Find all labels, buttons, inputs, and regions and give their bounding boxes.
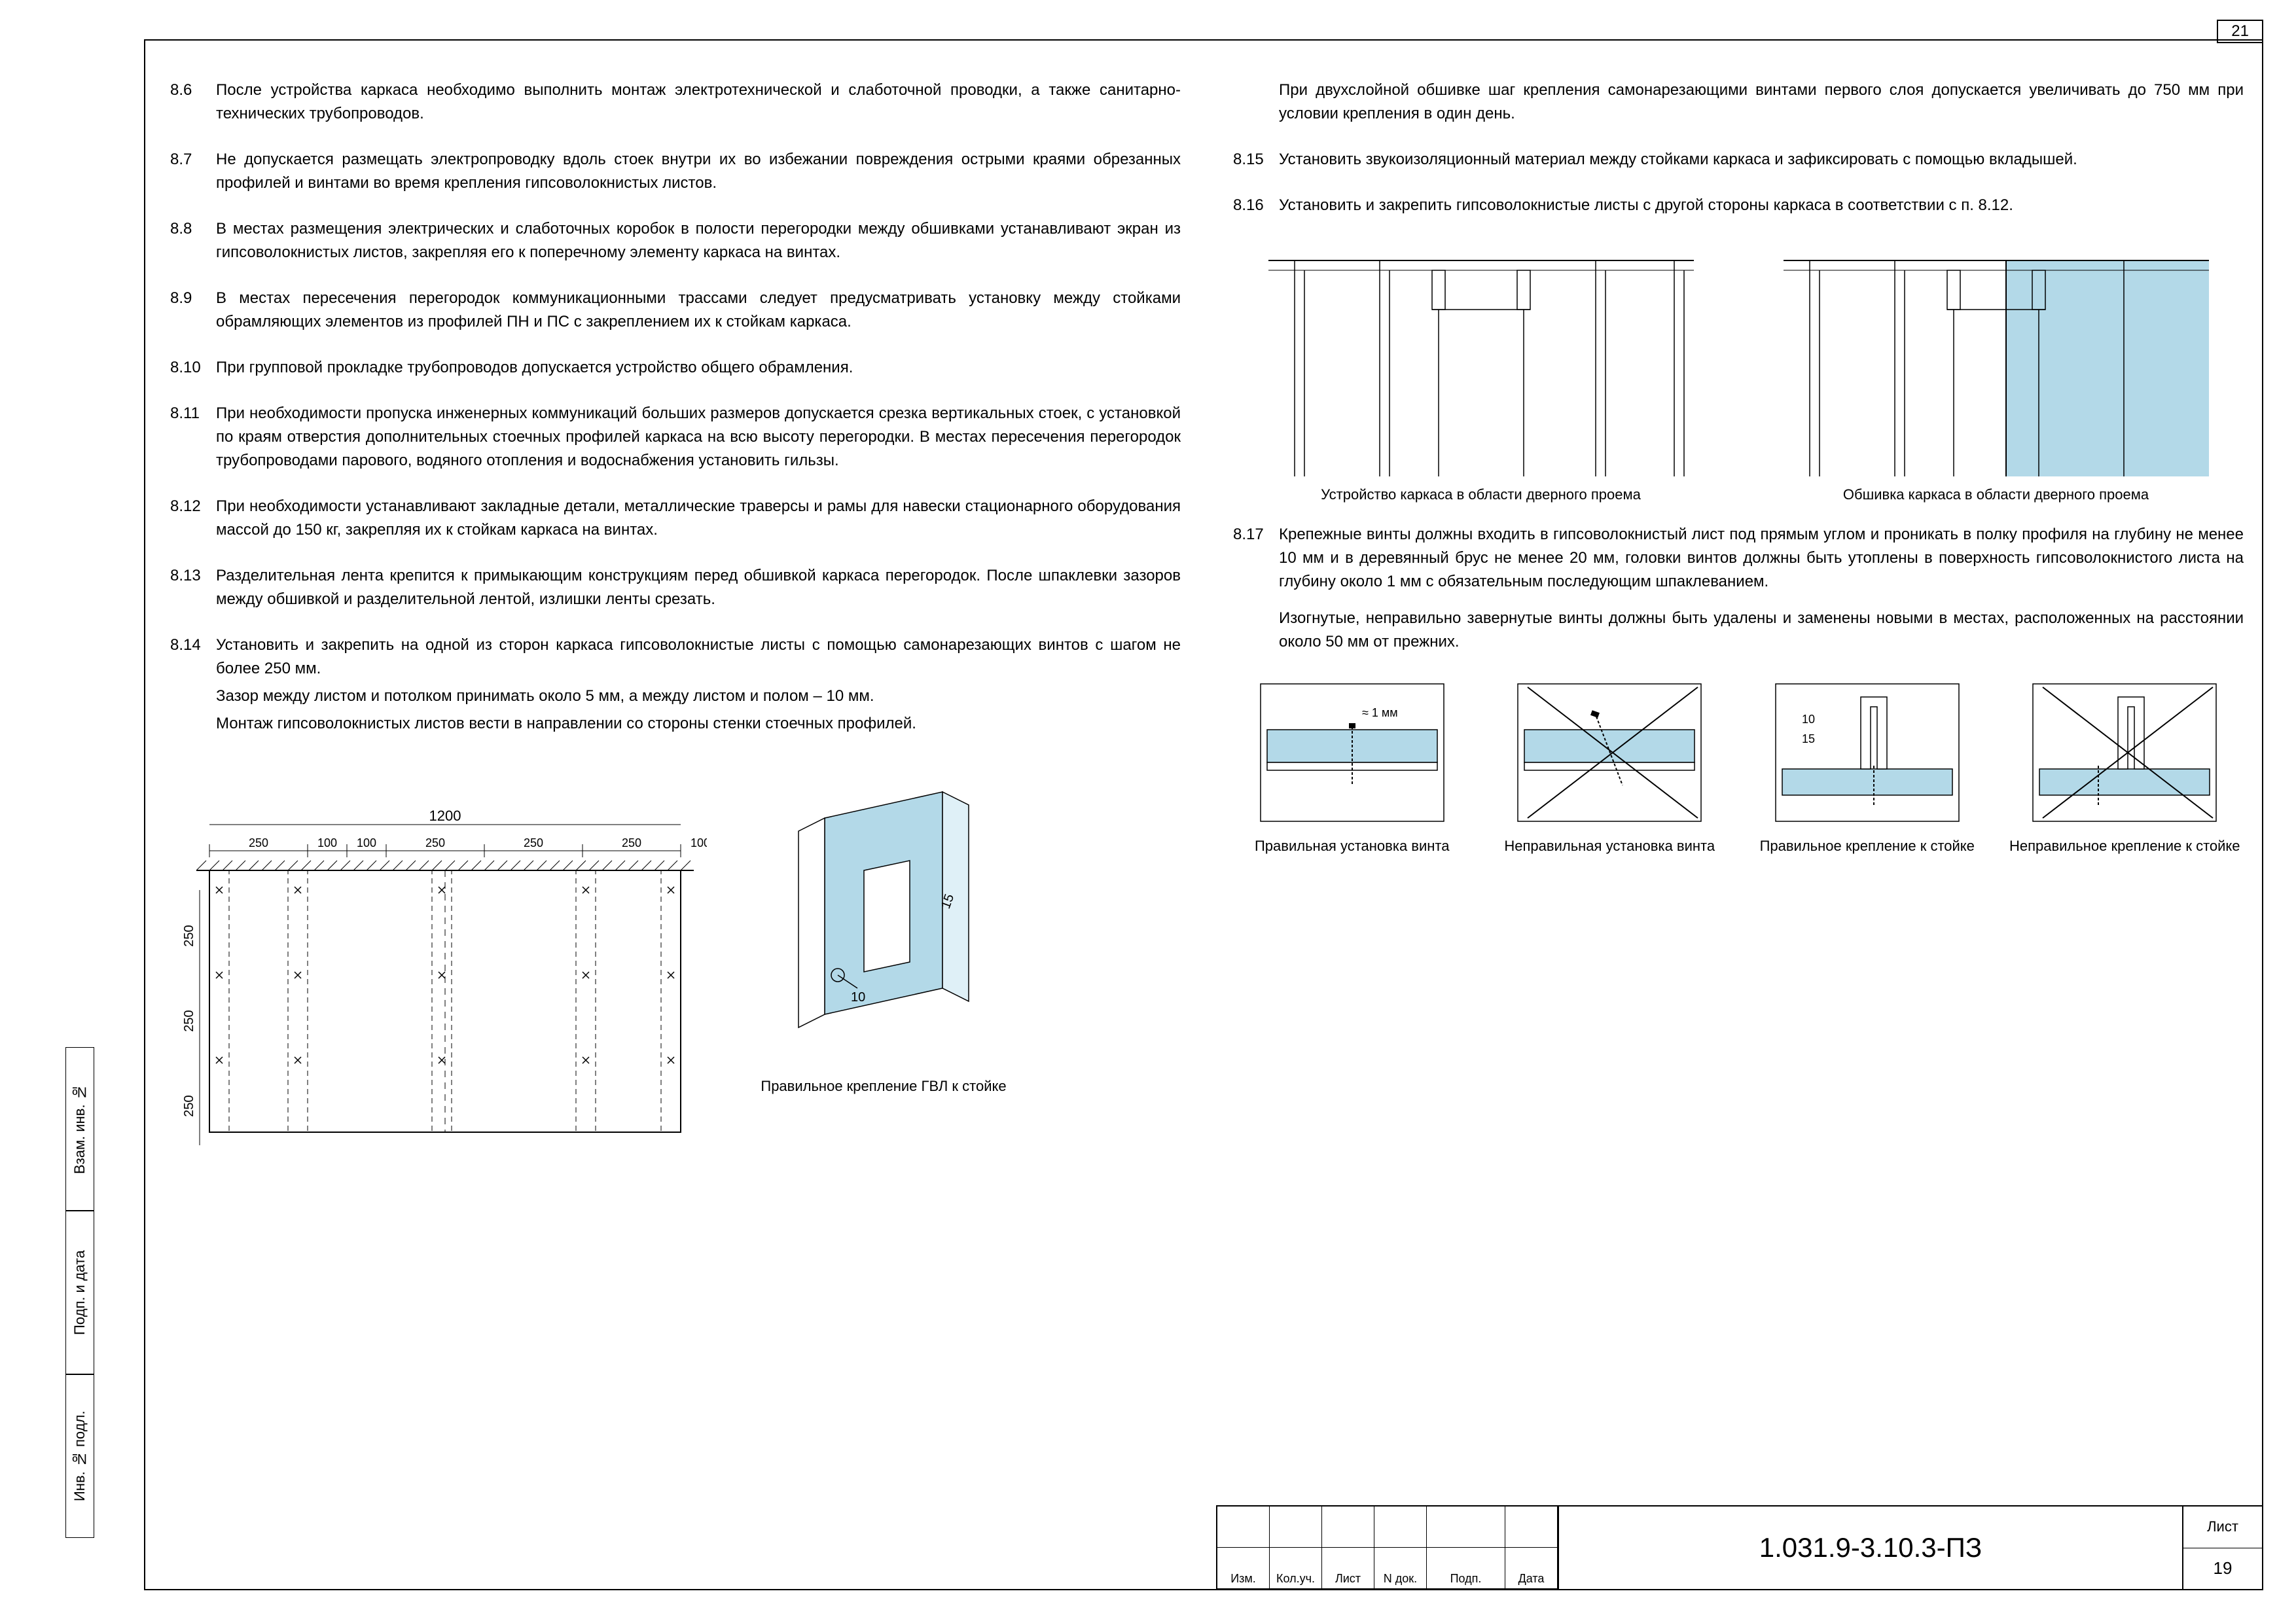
svg-text:250: 250 <box>182 1095 196 1116</box>
numbered-item: 8.9В местах пересечения перегородок комм… <box>170 287 1181 338</box>
svg-text:100: 100 <box>691 836 707 849</box>
svg-text:250: 250 <box>425 836 445 849</box>
iso-caption: Правильное крепление ГВЛ к стойке <box>746 1078 1021 1095</box>
numbered-item: 8.15Установить звукоизоляционный материа… <box>1233 148 2244 175</box>
side-cell: Взам. инв. № <box>65 1047 94 1211</box>
numbered-item: 8.10При групповой прокладке трубопроводо… <box>170 356 1181 383</box>
screw-spacing-diagram: 1200 250100100250250250100100 <box>170 805 707 1145</box>
svg-text:250: 250 <box>622 836 641 849</box>
svg-text:250: 250 <box>182 925 196 946</box>
screw-diagrams: ≈ 1 мм Правильная установка винта Неправ… <box>1233 677 2244 855</box>
numbered-item: 8.16Установить и закрепить гипсоволокнис… <box>1233 194 2244 221</box>
svg-text:250: 250 <box>524 836 543 849</box>
svg-text:250: 250 <box>249 836 268 849</box>
svg-text:≈ 1 мм: ≈ 1 мм <box>1362 706 1398 719</box>
title-block: Изм. Кол.уч. Лист N док. Подп. Дата 1.03… <box>1216 1505 2263 1590</box>
numbered-item: 8.12При необходимости устанавливают закл… <box>170 495 1181 546</box>
frame-diagram: Устройство каркаса в области дверного пр… <box>1233 241 1729 503</box>
door-diagrams: Устройство каркаса в области дверного пр… <box>1233 241 2244 503</box>
right-column: При двухслойной обшивке шаг крепления са… <box>1233 79 2244 1492</box>
svg-text:15: 15 <box>1802 732 1815 745</box>
iso-diagram: 10 15 <box>746 779 1021 1067</box>
document-code: 1.031.9-3.10.3-ПЗ <box>1559 1507 2183 1589</box>
side-labels: Взам. инв. № Подп. и дата Инв. № подл. <box>65 1047 144 1538</box>
svg-text:10: 10 <box>1802 713 1815 726</box>
content-area: 8.6После устройства каркаса необходимо в… <box>170 79 2244 1492</box>
item-817: 8.17 Крепежные винты должны входить в ги… <box>1233 523 2244 658</box>
text-continuation: При двухслойной обшивке шаг крепления са… <box>1233 79 2244 130</box>
svg-text:1200: 1200 <box>429 808 461 824</box>
iso-diagram-box: 10 15 Правильное крепление ГВЛ к стойке <box>746 779 1021 1145</box>
numbered-item: 8.14Установить и закрепить на одной из с… <box>170 633 1181 740</box>
numbered-item: 8.11При необходимости пропуска инженерны… <box>170 402 1181 476</box>
sheathing-diagram: Обшивка каркаса в области дверного проем… <box>1748 241 2244 503</box>
left-column: 8.6После устройства каркаса необходимо в… <box>170 79 1181 1492</box>
sheet-number: Лист 19 <box>2183 1507 2262 1589</box>
numbered-item: 8.6После устройства каркаса необходимо в… <box>170 79 1181 130</box>
numbered-item: 8.8В местах размещения электрических и с… <box>170 217 1181 268</box>
side-cell: Инв. № подл. <box>65 1374 94 1538</box>
numbered-item: 8.13Разделительная лента крепится к прим… <box>170 564 1181 615</box>
revision-table: Изм. Кол.уч. Лист N док. Подп. Дата <box>1217 1507 1559 1589</box>
svg-text:10: 10 <box>851 990 865 1005</box>
svg-text:100: 100 <box>357 836 376 849</box>
svg-text:250: 250 <box>182 1010 196 1031</box>
side-cell: Подп. и дата <box>65 1211 94 1374</box>
numbered-item: 8.7Не допускается размещать электропрово… <box>170 148 1181 199</box>
svg-text:100: 100 <box>317 836 337 849</box>
